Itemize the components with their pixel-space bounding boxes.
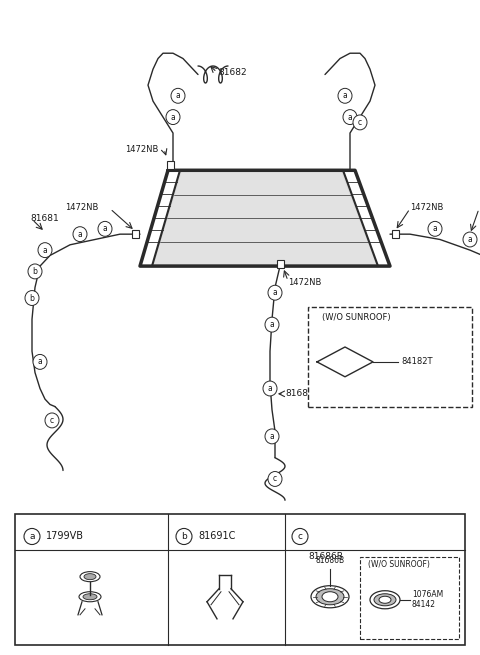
Circle shape bbox=[343, 109, 357, 124]
Text: a: a bbox=[468, 235, 472, 244]
Circle shape bbox=[176, 529, 192, 544]
Text: 1472NB: 1472NB bbox=[125, 145, 158, 153]
Text: b: b bbox=[181, 532, 187, 541]
Text: a: a bbox=[270, 432, 275, 441]
Circle shape bbox=[265, 317, 279, 332]
Ellipse shape bbox=[84, 574, 96, 580]
Text: a: a bbox=[103, 225, 108, 233]
Text: 1472NB: 1472NB bbox=[65, 203, 98, 212]
Circle shape bbox=[73, 227, 87, 242]
Text: c: c bbox=[298, 532, 302, 541]
Circle shape bbox=[33, 354, 47, 369]
Bar bbox=[132, 231, 139, 238]
Text: a: a bbox=[78, 230, 83, 238]
Ellipse shape bbox=[83, 593, 97, 600]
Text: a: a bbox=[348, 113, 352, 122]
Ellipse shape bbox=[370, 591, 400, 608]
Circle shape bbox=[28, 264, 42, 279]
Text: 81686B: 81686B bbox=[308, 552, 343, 561]
Text: 84182T: 84182T bbox=[401, 358, 432, 366]
Ellipse shape bbox=[311, 586, 349, 608]
Ellipse shape bbox=[79, 591, 101, 602]
Ellipse shape bbox=[379, 596, 391, 603]
Text: 81681: 81681 bbox=[285, 389, 314, 398]
Circle shape bbox=[38, 243, 52, 257]
Circle shape bbox=[263, 381, 277, 396]
Text: a: a bbox=[432, 225, 437, 233]
Circle shape bbox=[265, 429, 279, 444]
Text: a: a bbox=[29, 532, 35, 541]
Circle shape bbox=[428, 221, 442, 236]
Circle shape bbox=[98, 221, 112, 236]
Text: 81691C: 81691C bbox=[198, 531, 235, 542]
Circle shape bbox=[45, 413, 59, 428]
Text: 1472NB: 1472NB bbox=[288, 278, 322, 286]
Ellipse shape bbox=[80, 572, 100, 582]
Text: a: a bbox=[270, 320, 275, 329]
Text: 1076AM: 1076AM bbox=[412, 590, 443, 599]
Text: a: a bbox=[37, 358, 42, 366]
FancyBboxPatch shape bbox=[308, 307, 472, 407]
Bar bbox=[167, 161, 173, 169]
Text: 1799VB: 1799VB bbox=[46, 531, 84, 542]
Bar bbox=[276, 260, 284, 268]
Circle shape bbox=[166, 109, 180, 124]
Bar bbox=[15, 514, 465, 645]
Circle shape bbox=[268, 286, 282, 300]
Circle shape bbox=[171, 88, 185, 103]
Text: a: a bbox=[273, 288, 277, 297]
Text: (W/O SUNROOF): (W/O SUNROOF) bbox=[368, 560, 430, 569]
Text: a: a bbox=[343, 91, 348, 100]
Polygon shape bbox=[153, 172, 377, 265]
Circle shape bbox=[24, 529, 40, 544]
Text: c: c bbox=[358, 118, 362, 127]
Ellipse shape bbox=[374, 593, 396, 606]
Circle shape bbox=[268, 472, 282, 487]
Text: 81682: 81682 bbox=[218, 68, 247, 77]
Text: b: b bbox=[30, 293, 35, 303]
Ellipse shape bbox=[316, 589, 344, 605]
Circle shape bbox=[353, 115, 367, 130]
Bar bbox=[392, 231, 398, 238]
Text: a: a bbox=[170, 113, 175, 122]
Circle shape bbox=[338, 88, 352, 103]
Circle shape bbox=[292, 529, 308, 544]
Text: (W/O SUNROOF): (W/O SUNROOF) bbox=[322, 312, 391, 322]
Text: c: c bbox=[273, 474, 277, 483]
Circle shape bbox=[463, 232, 477, 247]
Ellipse shape bbox=[322, 591, 338, 602]
FancyBboxPatch shape bbox=[360, 557, 459, 639]
Text: b: b bbox=[33, 267, 37, 276]
Text: a: a bbox=[43, 246, 48, 255]
Text: 84142: 84142 bbox=[412, 600, 436, 609]
Text: 1472NB: 1472NB bbox=[410, 203, 444, 212]
Text: 81686B: 81686B bbox=[315, 555, 345, 565]
Text: a: a bbox=[268, 384, 272, 393]
Circle shape bbox=[25, 291, 39, 305]
Text: a: a bbox=[176, 91, 180, 100]
Text: 81681: 81681 bbox=[30, 214, 59, 223]
Text: c: c bbox=[50, 416, 54, 425]
